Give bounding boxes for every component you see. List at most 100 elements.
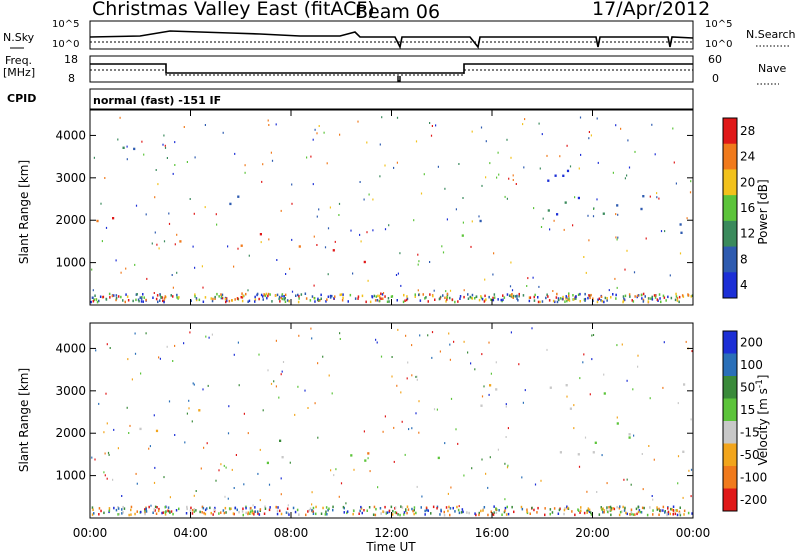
scatter-mark — [106, 477, 108, 480]
scatter-mark — [149, 445, 151, 448]
scatter-mark — [404, 453, 406, 456]
noise-mark — [622, 300, 624, 304]
scatter-mark — [637, 365, 639, 368]
noise-mark — [469, 295, 471, 299]
noise-mark — [263, 512, 266, 515]
noise-mark — [155, 297, 158, 301]
noise-mark — [140, 510, 142, 514]
noise-mark — [521, 507, 524, 511]
noise-mark — [632, 513, 635, 516]
noise-mark — [658, 293, 661, 296]
scatter-mark — [654, 153, 656, 156]
scatter-mark — [489, 456, 491, 459]
scatter-mark — [566, 144, 568, 147]
scatter-mark — [289, 461, 291, 464]
echo-mark — [367, 452, 370, 455]
scatter-mark — [417, 253, 419, 256]
noise-mark — [674, 512, 677, 516]
noise-mark — [501, 299, 503, 303]
velocity-x-ticks — [89, 323, 694, 518]
scatter-mark — [310, 155, 312, 158]
noise-mark — [269, 293, 271, 296]
noise-mark — [145, 508, 147, 511]
nsky-panel — [89, 20, 694, 50]
noise-mark — [275, 294, 277, 297]
scatter-mark — [208, 336, 210, 339]
noise-mark — [325, 300, 327, 303]
noise-mark — [528, 296, 531, 299]
noise-mark — [590, 293, 592, 297]
noise-mark — [167, 506, 170, 509]
noise-mark — [213, 508, 215, 511]
scatter-mark — [616, 238, 618, 241]
scatter-mark — [215, 479, 217, 482]
scatter-mark — [340, 482, 343, 485]
echo-mark — [562, 174, 565, 177]
noise-mark — [325, 510, 327, 513]
noise-mark — [214, 297, 216, 300]
scatter-mark — [418, 260, 420, 263]
noise-mark — [466, 511, 468, 514]
scatter-mark — [624, 268, 626, 271]
scatter-mark — [291, 183, 293, 186]
scatter-mark — [462, 197, 464, 199]
scatter-mark — [634, 150, 636, 153]
scatter-mark — [596, 491, 598, 493]
noise-mark — [222, 509, 225, 512]
noise-mark — [667, 510, 670, 514]
noise-mark — [626, 512, 628, 516]
noise-mark — [493, 296, 496, 299]
scatter-mark — [614, 277, 616, 280]
scatter-mark — [94, 458, 96, 461]
scatter-mark — [103, 471, 105, 474]
scatter-mark — [641, 453, 643, 455]
scatter-mark — [405, 334, 407, 337]
scatter-mark — [418, 431, 420, 434]
noise-mark — [463, 295, 465, 299]
scatter-mark — [101, 240, 103, 243]
scatter-mark — [338, 202, 341, 205]
noise-mark — [315, 505, 317, 509]
scatter-mark — [338, 214, 340, 216]
noise-mark — [225, 297, 228, 300]
noise-mark — [365, 300, 367, 304]
scatter-mark — [244, 171, 246, 174]
scatter-mark — [417, 289, 419, 292]
noise-mark — [220, 293, 222, 296]
noise-mark — [565, 297, 567, 300]
noise-mark — [322, 506, 324, 510]
scatter-mark — [163, 240, 166, 243]
colorbar-segment — [723, 246, 737, 273]
noise-mark — [279, 300, 281, 303]
scatter-mark — [166, 157, 168, 159]
noise-mark — [583, 298, 586, 301]
scatter-mark — [183, 126, 185, 128]
scatter-mark — [579, 116, 582, 119]
noise-mark — [386, 300, 389, 303]
scatter-mark — [222, 131, 224, 134]
scatter-mark — [546, 348, 548, 351]
scatter-mark — [660, 230, 663, 233]
noise-mark — [565, 295, 567, 298]
noise-mark — [247, 511, 250, 514]
scatter-mark — [508, 177, 510, 180]
noise-mark — [153, 508, 155, 511]
noise-mark — [382, 297, 384, 300]
scatter-mark — [630, 483, 632, 486]
noise-mark — [136, 293, 138, 296]
scatter-mark — [549, 228, 551, 231]
noise-mark — [449, 296, 451, 300]
scatter-mark — [168, 222, 171, 225]
noise-mark — [117, 507, 120, 510]
scatter-mark — [505, 403, 507, 406]
scatter-mark — [291, 290, 294, 293]
scatter-mark — [188, 399, 190, 402]
noise-mark — [672, 505, 675, 508]
noise-mark — [635, 507, 638, 511]
noise-mark — [510, 293, 512, 297]
scatter-mark — [262, 163, 264, 166]
noise-mark — [539, 300, 541, 304]
noise-mark — [353, 509, 355, 513]
noise-mark — [159, 293, 161, 296]
noise-mark — [579, 511, 581, 514]
